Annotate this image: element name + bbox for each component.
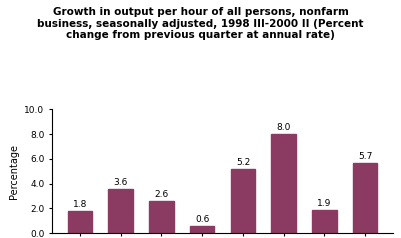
Text: Growth in output per hour of all persons, nonfarm
business, seasonally adjusted,: Growth in output per hour of all persons… <box>37 7 364 40</box>
Text: 0.6: 0.6 <box>195 215 209 224</box>
Text: 1.9: 1.9 <box>317 199 332 208</box>
Bar <box>271 134 296 233</box>
Text: 5.7: 5.7 <box>358 152 373 161</box>
Bar <box>231 169 255 233</box>
Bar <box>353 163 377 233</box>
Bar <box>108 189 133 233</box>
Bar <box>190 226 215 233</box>
Text: 5.2: 5.2 <box>236 158 250 167</box>
Text: 2.6: 2.6 <box>154 190 168 199</box>
Text: 3.6: 3.6 <box>113 178 128 187</box>
Bar <box>149 201 174 233</box>
Bar <box>312 210 337 233</box>
Text: 1.8: 1.8 <box>73 200 87 209</box>
Bar <box>68 211 92 233</box>
Y-axis label: Percentage: Percentage <box>9 144 19 199</box>
Text: 8.0: 8.0 <box>277 123 291 132</box>
